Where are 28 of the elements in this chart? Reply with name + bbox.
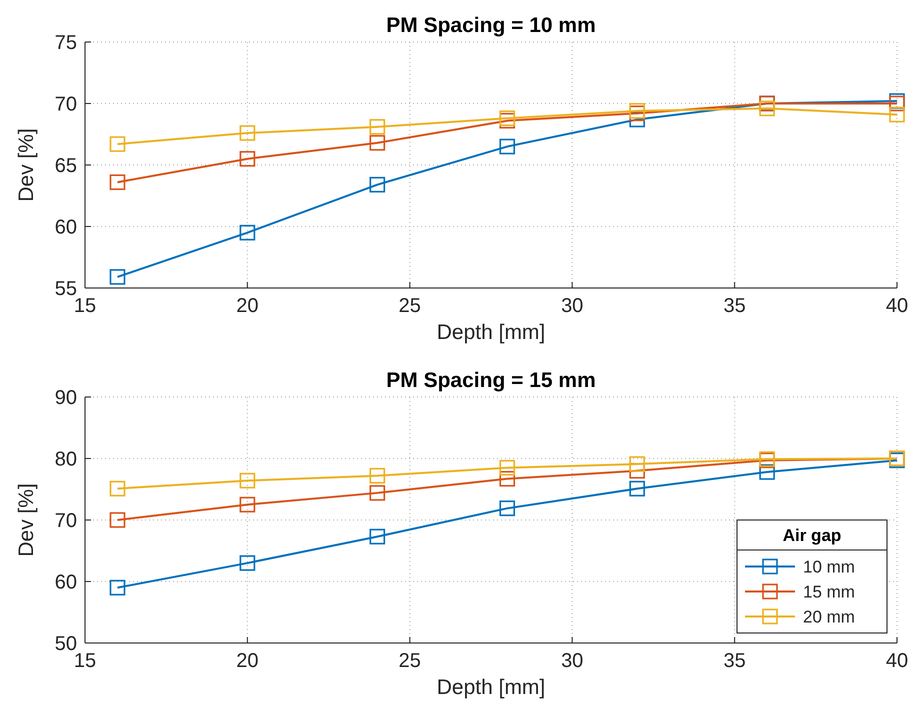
y-axis-title: Dev [%] (15, 128, 38, 202)
x-tick-label: 35 (723, 650, 746, 672)
x-tick-label: 40 (886, 650, 908, 672)
x-axis-title: Depth [mm] (436, 321, 546, 344)
legend-label: 15 mm (803, 582, 855, 602)
legend-label: 20 mm (803, 608, 855, 626)
x-tick-label: 25 (398, 650, 421, 672)
y-tick-label: 60 (54, 216, 77, 238)
y-tick-label: 90 (54, 387, 77, 409)
y-tick-label: 75 (54, 32, 77, 54)
x-tick-label: 40 (886, 295, 908, 317)
chart-title: PM Spacing = 10 mm (386, 14, 596, 37)
x-tick-label: 25 (398, 295, 421, 317)
legend-title: Air gap (782, 526, 842, 545)
y-tick-label: 65 (54, 155, 77, 177)
y-tick-label: 60 (54, 572, 77, 594)
x-tick-label: 20 (236, 295, 259, 317)
x-tick-label: 30 (561, 650, 584, 672)
chart-title: PM Spacing = 15 mm (386, 369, 596, 392)
x-axis-title: Depth [mm] (436, 676, 546, 699)
y-tick-label: 70 (54, 94, 77, 116)
x-tick-label: 35 (723, 295, 746, 317)
legend-label: 10 mm (803, 558, 855, 576)
y-axis-title: Dev [%] (15, 483, 38, 557)
y-tick-label: 80 (54, 448, 77, 470)
y-tick-label: 70 (54, 510, 77, 532)
x-tick-label: 30 (561, 295, 584, 317)
x-tick-label: 20 (236, 650, 259, 672)
